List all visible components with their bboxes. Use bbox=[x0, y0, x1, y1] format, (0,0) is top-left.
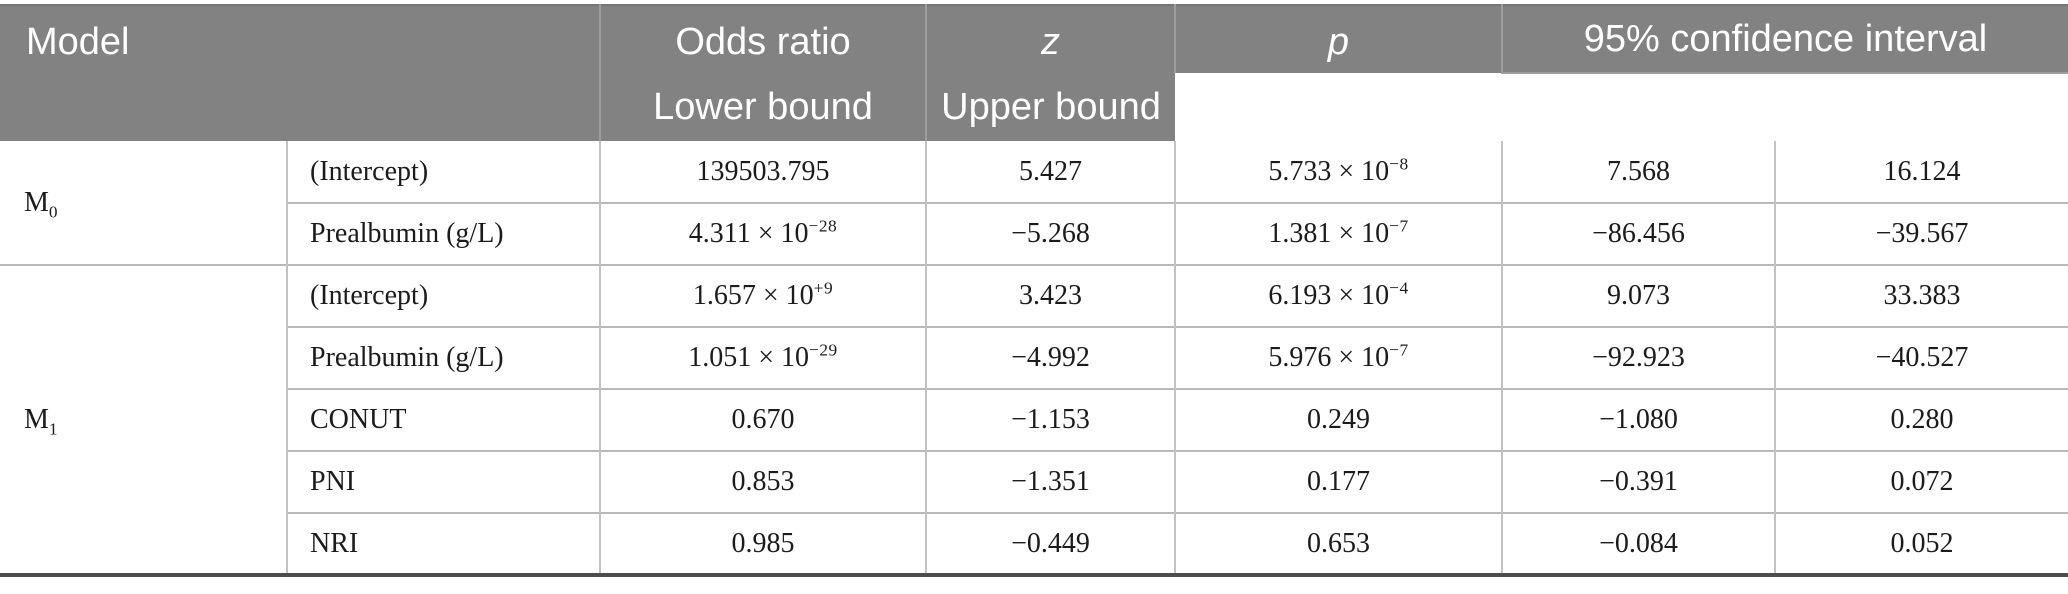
value-cell: −40.527 bbox=[1773, 326, 2068, 389]
header-row-bounds: Lower bound Upper bound bbox=[0, 73, 2068, 141]
value-cell: −0.391 bbox=[1501, 450, 1775, 513]
column-header-lower-bound: Lower bound bbox=[599, 73, 926, 141]
predictor-label-cell: (Intercept) bbox=[286, 264, 600, 327]
value-cell: −1.080 bbox=[1501, 388, 1775, 451]
value-cell: 1.381 × 10−7 bbox=[1174, 202, 1502, 265]
value-cell: −92.923 bbox=[1501, 326, 1775, 389]
value-cell: 4.311 × 10−28 bbox=[599, 202, 926, 265]
column-header-upper-bound: Upper bound bbox=[925, 73, 1175, 141]
predictor-label-cell: Prealbumin (g/L) bbox=[286, 326, 600, 389]
value-cell: 5.976 × 10−7 bbox=[1174, 326, 1502, 389]
model-group-cell: M1 bbox=[0, 264, 287, 575]
value-cell: 0.670 bbox=[599, 388, 926, 451]
value-cell: 0.072 bbox=[1773, 450, 2068, 513]
value-cell: 0.653 bbox=[1174, 512, 1502, 575]
header-row-top: Model Odds ratio z p 95% confidence inte… bbox=[0, 5, 2068, 141]
value-cell: 33.383 bbox=[1773, 264, 2068, 327]
table-row: Prealbumin (g/L) 4.311 × 10−28 −5.268 1.381… bbox=[0, 202, 2068, 265]
value-cell: 1.657 × 10+9 bbox=[599, 264, 926, 327]
value-cell: 0.177 bbox=[1174, 450, 1502, 513]
value-cell: −5.268 bbox=[925, 202, 1175, 265]
column-header-z: z bbox=[925, 5, 1175, 73]
value-cell: 0.853 bbox=[599, 450, 926, 513]
table-row: M0 (Intercept) 139503.795 5.427 5.733 × 10−8… bbox=[0, 141, 2068, 265]
value-cell: 0.249 bbox=[1174, 388, 1502, 451]
model-group-cell: M0 bbox=[0, 141, 287, 265]
value-cell: −1.351 bbox=[925, 450, 1175, 513]
value-cell: 6.193 × 10−4 bbox=[1174, 264, 1502, 327]
value-cell: −39.567 bbox=[1773, 202, 2068, 265]
column-header-model: Model bbox=[0, 5, 600, 141]
value-cell: 9.073 bbox=[1501, 264, 1775, 327]
table-row: PNI 0.853 −1.351 0.177 −0.391 0.072 bbox=[0, 450, 2068, 513]
value-cell: −86.456 bbox=[1501, 202, 1775, 265]
column-header-p: p bbox=[1174, 5, 1502, 73]
predictor-label-cell: NRI bbox=[286, 512, 600, 575]
predictor-label-cell: PNI bbox=[286, 450, 600, 513]
value-cell: 3.423 bbox=[925, 264, 1175, 327]
table-row: M1 (Intercept) 1.657 × 10+9 3.423 6.193 × 10… bbox=[0, 264, 2068, 575]
value-cell: 0.985 bbox=[599, 512, 926, 575]
table-body: M0 (Intercept) 139503.795 5.427 5.733 × 10−8… bbox=[0, 141, 2068, 575]
value-cell: 7.568 bbox=[1501, 141, 1775, 203]
value-cell: −0.449 bbox=[925, 512, 1175, 575]
predictor-label-cell: Prealbumin (g/L) bbox=[286, 202, 600, 265]
value-cell: 1.051 × 10−29 bbox=[599, 326, 926, 389]
value-cell: 0.280 bbox=[1773, 388, 2068, 451]
column-header-confidence-interval: 95% confidence interval bbox=[1500, 5, 2068, 74]
table-row: CONUT 0.670 −1.153 0.249 −1.080 0.280 bbox=[0, 388, 2068, 451]
regression-results-table: Model Odds ratio z p 95% confidence inte… bbox=[0, 4, 2068, 577]
value-cell: 5.733 × 10−8 bbox=[1174, 141, 1502, 203]
value-cell: −1.153 bbox=[925, 388, 1175, 451]
value-cell: 0.052 bbox=[1773, 512, 2068, 575]
table-row: NRI 0.985 −0.449 0.653 −0.084 0.052 bbox=[0, 512, 2068, 575]
value-cell: 139503.795 bbox=[599, 141, 926, 203]
column-header-odds-ratio: Odds ratio bbox=[599, 5, 926, 73]
value-cell: 16.124 bbox=[1773, 141, 2068, 203]
table-header: Model Odds ratio z p 95% confidence inte… bbox=[0, 5, 2068, 141]
value-cell: 5.427 bbox=[925, 141, 1175, 203]
value-cell: −0.084 bbox=[1501, 512, 1775, 575]
value-cell: −4.992 bbox=[925, 326, 1175, 389]
predictor-label-cell: CONUT bbox=[286, 388, 600, 451]
table-row: Prealbumin (g/L) 1.051 × 10−29 −4.992 5.976… bbox=[0, 326, 2068, 389]
predictor-label-cell: (Intercept) bbox=[286, 141, 600, 203]
